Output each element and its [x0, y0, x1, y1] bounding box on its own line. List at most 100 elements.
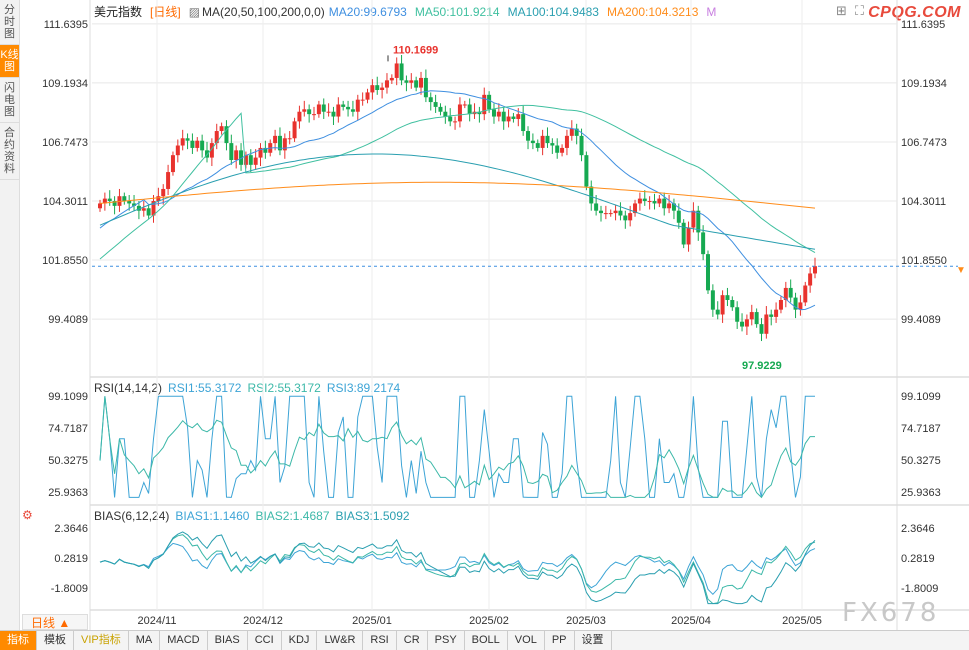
- toolbar-tab-0[interactable]: 指标: [0, 631, 37, 650]
- candle: [209, 143, 214, 158]
- candle: [453, 121, 458, 123]
- candle: [462, 104, 467, 106]
- rsi-tick-left: 25.9363: [48, 487, 88, 499]
- toolbar-tab-15[interactable]: 设置: [575, 631, 612, 650]
- candle: [530, 140, 535, 144]
- candle: [749, 312, 754, 320]
- candle: [146, 208, 151, 216]
- grid-icon[interactable]: ⊞: [836, 3, 847, 18]
- candle: [574, 128, 579, 136]
- candle: [691, 210, 696, 228]
- y-tick-label-left: 109.1934: [42, 78, 88, 90]
- candle: [346, 106, 351, 110]
- candle: [720, 295, 725, 315]
- ma-extra: M: [706, 5, 717, 19]
- y-tick-label-right: 104.3011: [901, 196, 946, 208]
- candle: [652, 201, 657, 204]
- candle: [701, 232, 706, 255]
- sidebar-item-flash[interactable]: 闪电图: [0, 78, 19, 123]
- toolbar-tab-5[interactable]: BIAS: [208, 631, 248, 650]
- candle: [623, 215, 628, 221]
- bias3-line: [99, 531, 816, 605]
- toolbar-tab-1[interactable]: 模板: [37, 631, 74, 650]
- toolbar-tab-12[interactable]: BOLL: [465, 631, 508, 650]
- candle: [696, 210, 701, 233]
- candle: [180, 138, 185, 146]
- candle: [433, 102, 438, 107]
- candle: [594, 203, 599, 211]
- toolbar-tab-8[interactable]: LW&R: [317, 631, 364, 650]
- candle: [589, 186, 594, 204]
- candle: [545, 135, 550, 144]
- period-select[interactable]: 日线 ▲: [22, 614, 88, 630]
- candle: [560, 147, 565, 153]
- ma20-line: [99, 90, 816, 311]
- candle: [239, 150, 244, 165]
- y-tick-label-right: 106.7473: [901, 137, 947, 149]
- bias-tick-right: 0.2819: [901, 553, 935, 565]
- ma20-value: MA20:99.6793: [328, 5, 407, 19]
- candle: [511, 116, 516, 119]
- candle: [292, 121, 297, 139]
- period-label: [日线]: [150, 5, 181, 19]
- toolbar-tab-4[interactable]: MACD: [160, 631, 208, 650]
- candle: [759, 324, 764, 334]
- candle: [107, 198, 112, 202]
- candle: [778, 300, 783, 310]
- x-tick-label: 2025/03: [566, 615, 606, 627]
- indicator-settings-icon[interactable]: ⚙: [22, 508, 33, 522]
- candle: [526, 131, 531, 141]
- toolbar-tab-7[interactable]: KDJ: [282, 631, 318, 650]
- y-tick-label-left: 111.6395: [44, 19, 88, 31]
- toolbar-tab-9[interactable]: RSI: [363, 631, 397, 650]
- candle: [248, 155, 253, 165]
- candle: [516, 114, 521, 119]
- x-tick-label: 2024/11: [138, 615, 177, 627]
- candle: [535, 143, 540, 148]
- sidebar-item-timeshare[interactable]: 分时图: [0, 0, 19, 45]
- rsi3-value: RSI3:89.2174: [326, 381, 401, 395]
- y-tick-label-left: 99.4089: [48, 314, 88, 326]
- price-chart[interactable]: 111.6395 111.6395 109.1934 109.1934 106.7473…: [0, 0, 969, 630]
- candle: [715, 309, 720, 315]
- candle: [175, 145, 180, 156]
- sidebar-item-kline[interactable]: K线图: [0, 45, 19, 78]
- candle: [754, 312, 759, 325]
- candle: [506, 116, 511, 122]
- toolbar-tab-13[interactable]: VOL: [508, 631, 545, 650]
- candle: [350, 109, 355, 112]
- toolbar-tab-6[interactable]: CCI: [248, 631, 282, 650]
- site-logo: CPQG.COM: [868, 4, 961, 21]
- candle: [477, 111, 482, 115]
- rsi-tick-right: 99.1099: [901, 391, 941, 403]
- chart-tools: ⊞ ⛶: [836, 3, 872, 19]
- candle: [234, 150, 239, 160]
- candle: [384, 80, 389, 88]
- candle: [141, 208, 146, 211]
- candle: [243, 155, 248, 165]
- candle: [112, 201, 117, 206]
- sidebar-item-contract[interactable]: 合约资料: [0, 123, 19, 180]
- candle: [287, 138, 292, 140]
- candle: [277, 135, 282, 151]
- candle: [161, 188, 166, 197]
- candle: [788, 287, 793, 298]
- candle: [156, 196, 161, 202]
- toolbar-tab-10[interactable]: CR: [397, 631, 428, 650]
- y-tick-label-left: 106.7473: [42, 137, 88, 149]
- toolbar-tab-2[interactable]: VIP指标: [74, 631, 129, 650]
- fullscreen-icon[interactable]: ⛶: [854, 3, 865, 18]
- toolbar-tab-14[interactable]: PP: [545, 631, 575, 650]
- candle: [258, 147, 263, 158]
- candle: [302, 109, 307, 112]
- candle: [769, 314, 774, 317]
- candle: [399, 63, 404, 81]
- candle: [487, 94, 492, 110]
- candle: [365, 92, 370, 100]
- toolbar-tab-11[interactable]: PSY: [428, 631, 465, 650]
- ma200-line: [99, 181, 816, 209]
- rsi-tick-left: 50.3275: [48, 455, 88, 467]
- toolbar-tab-3[interactable]: MA: [129, 631, 161, 650]
- candle: [608, 213, 613, 215]
- ma200-value: MA200:104.3213: [606, 5, 699, 19]
